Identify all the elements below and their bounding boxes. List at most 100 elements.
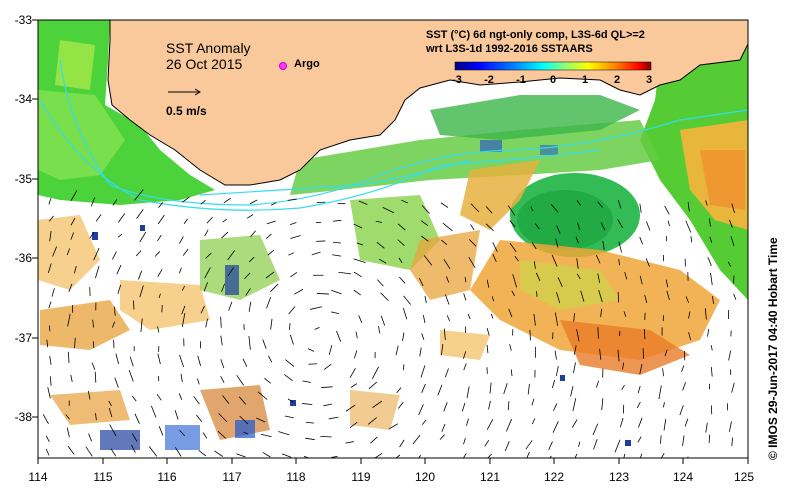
argo-marker-icon (279, 62, 287, 70)
velocity-vector (705, 200, 708, 206)
velocity-vector (268, 355, 273, 363)
velocity-vector (285, 359, 295, 367)
velocity-vector (712, 296, 714, 304)
velocity-vector (93, 247, 100, 261)
velocity-vector (399, 276, 406, 284)
velocity-vector (158, 202, 164, 208)
velocity-vector (660, 453, 665, 458)
velocity-vector (639, 364, 643, 375)
velocity-vector (592, 423, 599, 436)
velocity-vector (323, 363, 332, 370)
velocity-vector (576, 200, 581, 206)
velocity-vector (204, 229, 209, 237)
velocity-vector (353, 258, 366, 264)
velocity-vector (202, 432, 208, 439)
velocity-vector (666, 290, 670, 301)
velocity-vector (488, 400, 491, 410)
velocity-vector (667, 220, 670, 227)
velocity-vector (206, 216, 213, 224)
velocity-vector (289, 323, 291, 330)
velocity-vector (486, 344, 489, 354)
velocity-vector (154, 251, 161, 257)
velocity-vector (220, 316, 222, 328)
velocity-vector (134, 189, 144, 201)
velocity-vector (422, 315, 426, 324)
velocity-vector (117, 213, 126, 223)
velocity-vector (396, 387, 402, 394)
velocity-vector (466, 418, 469, 426)
velocity-vector (402, 308, 408, 320)
velocity-vector (238, 396, 247, 405)
velocity-vector (421, 333, 425, 340)
velocity-vector (510, 369, 513, 377)
velocity-vector (250, 230, 256, 237)
velocity-vector (637, 436, 642, 443)
velocity-vector (289, 334, 294, 345)
velocity-vector (401, 199, 408, 204)
velocity-vector (204, 267, 211, 279)
velocity-vector (597, 273, 601, 284)
lat-tick-label: -33 (14, 13, 32, 27)
velocity-vector (328, 416, 339, 420)
velocity-vector (730, 236, 735, 247)
velocity-vector (704, 308, 707, 320)
velocity-vector (350, 383, 358, 388)
velocity-vector (446, 276, 450, 283)
velocity-vector (67, 351, 70, 364)
velocity-vector (157, 353, 161, 365)
velocity-vector (469, 239, 477, 247)
velocity-vector (85, 446, 93, 457)
lon-tick-label: 125 (733, 470, 755, 484)
velocity-vector (573, 313, 575, 322)
velocity-vector (236, 374, 244, 386)
velocity-vector (395, 454, 401, 458)
velocity-vector (227, 267, 235, 277)
velocity-vector (227, 250, 236, 261)
velocity-vector (48, 215, 54, 222)
velocity-vector (556, 292, 561, 304)
lat-tick-label: -38 (14, 410, 32, 424)
velocity-vector (420, 220, 429, 226)
velocity-vector (527, 383, 530, 395)
velocity-vector (181, 285, 185, 291)
velocity-vector (571, 419, 578, 428)
velocity-vector (305, 421, 314, 424)
velocity-vector (624, 271, 628, 280)
velocity-vector (220, 376, 225, 383)
velocity-vector (136, 209, 144, 219)
velocity-vector (557, 277, 563, 287)
velocity-vector (108, 400, 112, 407)
velocity-vector (511, 290, 515, 297)
velocity-vector (595, 254, 601, 264)
velocity-vector (618, 241, 622, 253)
velocity-vector (509, 220, 516, 228)
velocity-vector (114, 306, 116, 316)
velocity-vector (549, 455, 552, 458)
velocity-vector (182, 248, 189, 256)
velocity-vector (658, 385, 662, 400)
velocity-vector (131, 433, 138, 442)
velocity-vector (114, 377, 119, 388)
velocity-vector (349, 367, 356, 378)
velocity-vector (221, 231, 229, 239)
velocity-vector (179, 354, 184, 368)
velocity-vector (355, 331, 358, 339)
velocity-vector (490, 313, 494, 319)
velocity-vector (639, 203, 642, 213)
lon-tick-label: 124 (672, 470, 694, 484)
velocity-vector (51, 288, 55, 297)
velocity-vector (220, 359, 225, 369)
velocity-vector (112, 199, 118, 206)
velocity-vector (663, 419, 667, 431)
velocity-vector (294, 288, 304, 295)
velocity-vector (183, 218, 188, 225)
velocity-vector (421, 383, 426, 393)
velocity-vector (244, 272, 251, 279)
velocity-vector (157, 214, 165, 225)
velocity-vector (180, 373, 183, 383)
velocity-vector (617, 218, 623, 229)
lon-tick-label: 123 (608, 470, 630, 484)
velocity-vector (503, 383, 508, 394)
colorbar-tick-label: 0 (549, 74, 557, 86)
argo-legend-label: Argo (294, 58, 320, 70)
